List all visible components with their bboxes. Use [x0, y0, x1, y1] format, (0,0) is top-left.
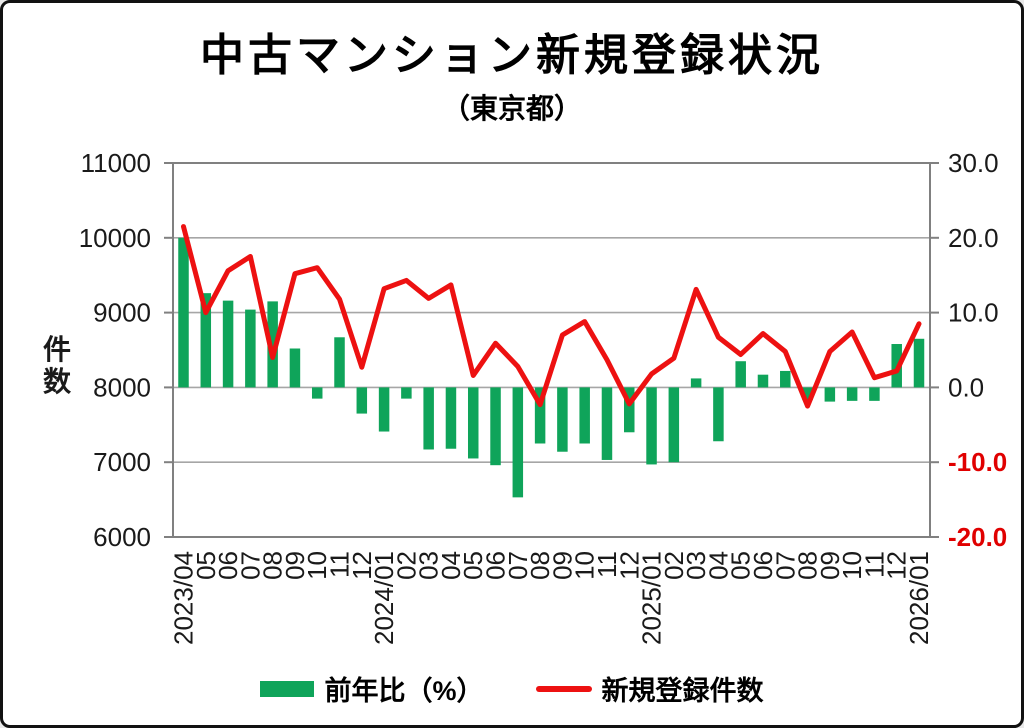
left-tick-label: 11000: [81, 148, 151, 178]
yoy-bar: [222, 300, 234, 388]
plot-border: [172, 162, 931, 538]
x-tick-label: 02: [391, 551, 421, 580]
yoy-bar: [624, 387, 635, 433]
yoy-bar: [311, 387, 323, 399]
x-tick-label: 03: [681, 551, 711, 580]
legend-label-registrations: 新規登録件数: [601, 676, 764, 706]
yoy-bar: [267, 301, 278, 388]
yoy-bar: [735, 361, 746, 388]
registrations-line: [181, 224, 922, 409]
x-tick-label: 11: [325, 551, 355, 578]
x-tick-label: 12: [882, 551, 912, 580]
yoy-bar: [245, 309, 256, 388]
right-tick-label: 10.0: [948, 298, 999, 328]
x-tick-label: 2024/01: [369, 551, 399, 645]
yoy-bar: [401, 387, 412, 399]
x-tick-label: 09: [547, 551, 577, 580]
x-tick-label: 12: [347, 551, 377, 580]
yoy-bar: [579, 387, 590, 444]
left-tick-label: 8000: [93, 372, 151, 402]
yoy-bar: [713, 387, 724, 442]
right-tick-label: 20.0: [948, 223, 999, 253]
x-tick-label: 06: [213, 551, 243, 580]
yoy-bar: [445, 387, 457, 449]
y-axis-label-left: 数: [43, 366, 72, 397]
yoy-bar: [802, 387, 813, 401]
legend-swatch-yoy-bar: [260, 680, 315, 697]
x-tick-label: 06: [481, 551, 511, 580]
legend: 前年比（%） 新規登録件数: [3, 669, 1021, 708]
x-tick-label: 10: [302, 551, 332, 580]
x-tick-label: 05: [191, 551, 221, 580]
legend-item-registrations: 新規登録件数: [535, 669, 764, 708]
yoy-bar: [178, 237, 189, 388]
chart-svg: 11000 10000 9000 8000 7000 6000 30.0 20.0 10.0 0.…: [43, 148, 1007, 645]
chart-title: 中古マンション新規登録状況: [200, 31, 824, 80]
x-tick-label: 03: [414, 551, 444, 580]
x-tick-label: 09: [815, 551, 845, 580]
x-tick-label: 2026/01: [904, 551, 934, 645]
x-tick-label: 08: [258, 551, 288, 580]
yoy-bar: [601, 387, 613, 460]
yoy-bar: [378, 387, 390, 432]
x-tick-label: 10: [570, 551, 600, 580]
right-tick-label: 30.0: [948, 148, 999, 178]
yoy-bar: [780, 370, 791, 388]
yoy-bar: [557, 387, 568, 452]
yoy-bar: [668, 387, 680, 463]
x-tick-label: 11: [859, 551, 889, 578]
y-axis-label-left: 件: [43, 334, 71, 365]
x-tick-label: 07: [503, 551, 533, 580]
yoy-bar: [690, 378, 702, 388]
yoy-bar: [467, 387, 479, 459]
legend-item-yoy: 前年比（%）: [260, 669, 484, 708]
yoy-bar: [289, 348, 301, 388]
right-tick-label: -10.0: [948, 447, 1007, 477]
left-tick-label: 7000: [93, 447, 151, 477]
yoy-bar: [913, 338, 925, 388]
yoy-bar: [356, 387, 368, 414]
yoy-bar: [646, 387, 657, 465]
x-tick-label: 08: [525, 551, 555, 580]
x-tick-label: 2025/01: [637, 551, 667, 645]
yoy-bar: [757, 374, 769, 388]
x-tick-label: 04: [703, 551, 733, 580]
x-tick-label: 08: [793, 551, 823, 580]
yoy-bar: [869, 387, 880, 401]
right-tick-label: 0.0: [948, 372, 984, 402]
legend-swatch-registrations-line: [535, 685, 592, 692]
right-tick-label: -20.0: [948, 522, 1007, 552]
yoy-bar: [423, 387, 434, 450]
x-tick-label: 04: [436, 551, 466, 580]
yoy-bar: [824, 387, 836, 402]
x-tick-label: 10: [837, 551, 867, 580]
yoy-bar: [534, 387, 546, 444]
left-tick-label: 10000: [79, 223, 151, 253]
x-tick-label: 05: [458, 551, 488, 580]
chart-subtitle: （東京都）: [441, 93, 582, 124]
x-tick-label: 07: [770, 551, 800, 580]
x-tick-label: 07: [235, 551, 265, 580]
x-tick-label: 2023/04: [169, 551, 199, 645]
yoy-bar: [512, 387, 524, 498]
yoy-bar: [846, 387, 858, 401]
yoy-bar: [334, 337, 345, 388]
left-tick-label: 9000: [93, 298, 151, 328]
left-tick-label: 6000: [93, 522, 151, 552]
x-tick-label: 11: [592, 551, 622, 578]
x-tick-label: 09: [280, 551, 310, 580]
x-tick-label: 12: [614, 551, 644, 580]
yoy-bar: [200, 293, 212, 388]
x-tick-label: 05: [726, 551, 756, 580]
yoy-bar: [490, 387, 501, 466]
legend-label-yoy: 前年比（%）: [324, 676, 484, 706]
x-tick-label: 06: [748, 551, 778, 580]
x-tick-label: 02: [659, 551, 689, 580]
